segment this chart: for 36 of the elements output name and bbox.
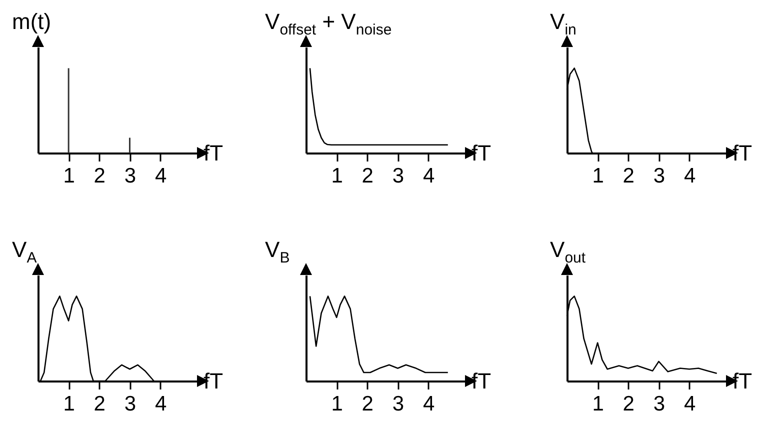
x-tick-label: 1 (331, 164, 343, 188)
y-axis-title: V$_{out}$ (550, 237, 586, 266)
x-tick-label: 3 (124, 392, 136, 416)
x-tick-label: 1 (331, 392, 343, 416)
x-tick-label: 1 (63, 392, 75, 416)
x-tick-label: 2 (362, 392, 374, 416)
x-tick-label: 1 (592, 392, 604, 416)
x-tick-label: 3 (653, 164, 666, 188)
y-axis-title: m(t) (12, 9, 52, 34)
y-axis-title: V$_{B}$ (265, 237, 290, 266)
x-tick-label: 4 (684, 392, 696, 416)
x-tick-label: 4 (154, 392, 167, 416)
x-tick-label: 2 (622, 392, 634, 416)
x-axis-title: fT (204, 140, 224, 166)
x-axis-title: fT (732, 368, 752, 394)
x-tick-label: 2 (94, 164, 106, 188)
x-tick-label: 4 (422, 392, 435, 416)
x-axis-title: fT (732, 140, 752, 166)
y-axis-title: V$_{offset}$ + V$_{noise}$ (265, 9, 392, 38)
x-tick-label: 3 (653, 392, 666, 416)
y-axis-title: V$_{in}$ (550, 9, 576, 38)
x-axis-title: fT (204, 368, 224, 394)
x-tick-label: 4 (684, 164, 696, 188)
x-axis-title: fT (472, 368, 492, 394)
x-axis-title: fT (472, 140, 492, 166)
x-tick-label: 1 (63, 164, 75, 188)
x-tick-label: 2 (94, 392, 106, 416)
x-tick-label: 1 (592, 164, 604, 188)
y-axis-title: V$_{A}$ (12, 237, 37, 266)
x-tick-label: 4 (422, 164, 435, 188)
x-tick-label: 3 (392, 392, 404, 416)
x-tick-label: 3 (392, 164, 404, 188)
x-tick-label: 2 (622, 164, 634, 188)
x-tick-label: 3 (124, 164, 136, 188)
x-tick-label: 2 (362, 164, 374, 188)
x-tick-label: 4 (154, 164, 167, 188)
